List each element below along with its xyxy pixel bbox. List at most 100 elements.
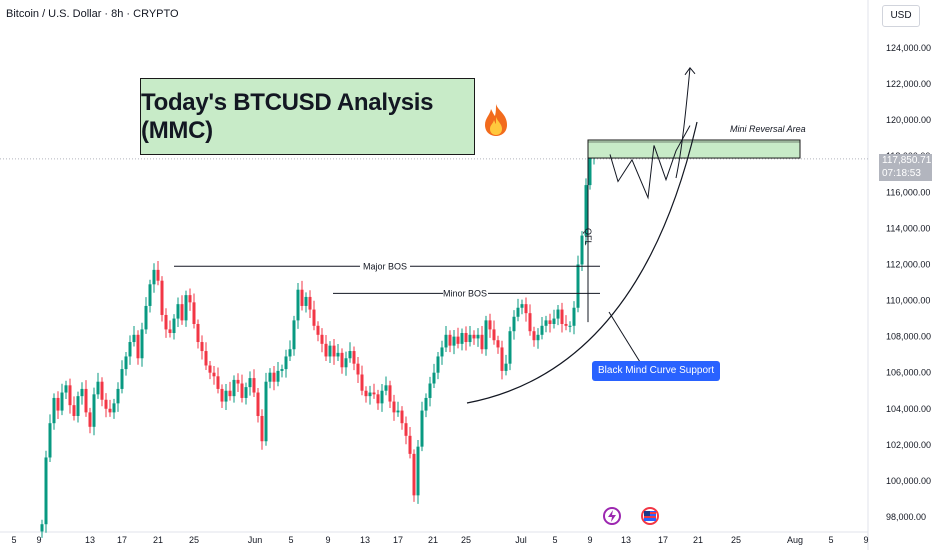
candle-body <box>340 352 344 368</box>
x-tick-label: 21 <box>693 535 703 545</box>
candle-body <box>292 320 296 350</box>
candle-body <box>112 403 116 413</box>
candle-body <box>296 289 300 321</box>
x-tick-label: 25 <box>461 535 471 545</box>
candle-body <box>104 399 108 409</box>
y-tick-label: 104,000.00 <box>886 404 931 414</box>
candle-body <box>388 385 392 402</box>
x-tick-label: Jul <box>515 535 527 545</box>
candle-body <box>236 379 240 384</box>
candle-body <box>148 284 152 306</box>
candle-body <box>272 372 276 382</box>
currency-selector[interactable]: USD <box>882 5 920 27</box>
event-icon[interactable] <box>603 507 621 525</box>
candle-body <box>356 363 360 375</box>
candle-body <box>248 378 252 388</box>
candle-body <box>72 405 76 416</box>
x-tick-label: 13 <box>360 535 370 545</box>
analysis-title: Today's BTCUSD Analysis (MMC) <box>141 88 434 144</box>
x-tick-label: 17 <box>393 535 403 545</box>
candle-body <box>244 387 248 398</box>
candle-body <box>48 423 52 458</box>
candle-body <box>464 333 468 343</box>
candle-body <box>152 269 156 285</box>
candle-body <box>496 340 500 348</box>
title-box: Today's BTCUSD Analysis (MMC) <box>140 78 475 155</box>
current-price: 117,850.71 <box>882 155 932 166</box>
candle-body <box>552 318 556 324</box>
candle-body <box>448 334 452 346</box>
candle-body <box>428 383 432 398</box>
candle-body <box>208 365 212 373</box>
major-bos-label-bg <box>360 260 410 272</box>
candle-body <box>260 415 264 442</box>
candle-body <box>384 385 388 391</box>
candle-body <box>400 410 404 424</box>
candle-body <box>504 363 508 371</box>
y-tick-label: 108,000.00 <box>886 332 931 342</box>
candle-body <box>188 295 192 303</box>
candle-body <box>492 329 496 341</box>
candle-body <box>196 323 200 343</box>
candle-body <box>588 158 592 186</box>
y-tick-label: 102,000.00 <box>886 440 931 450</box>
candle-countdown: 07:18:53 <box>882 168 921 179</box>
candle-body <box>392 401 396 413</box>
y-tick-label: 106,000.00 <box>886 368 931 378</box>
current-price-tag: 117,850.71 07:18:53 <box>879 154 932 181</box>
candle-body <box>124 356 128 370</box>
candle-body <box>40 524 44 532</box>
candle-body <box>544 320 548 326</box>
candle-body <box>480 334 484 350</box>
candle-body <box>308 296 312 310</box>
candle-body <box>192 302 196 324</box>
candle-body <box>92 394 96 427</box>
candle-body <box>580 235 584 265</box>
candle-body <box>476 334 480 339</box>
candle-body <box>120 369 124 389</box>
breakout-arrow <box>675 67 691 179</box>
candle-body <box>60 392 64 411</box>
candle-body <box>432 372 436 384</box>
candle-body <box>556 309 560 319</box>
y-tick-label: 98,000.00 <box>886 512 926 522</box>
candle-body <box>584 185 588 236</box>
candle-body <box>84 388 88 413</box>
candle-body <box>52 397 56 424</box>
candle-body <box>220 388 224 402</box>
candle-body <box>328 345 332 357</box>
candle-body <box>348 351 352 359</box>
candle-body <box>320 334 324 344</box>
candle-body <box>64 385 68 393</box>
flag-icon[interactable] <box>641 507 659 525</box>
candle-body <box>288 349 292 357</box>
x-tick-label: 13 <box>85 535 95 545</box>
candle-body <box>508 331 512 364</box>
candle-body <box>224 390 228 402</box>
candle-body <box>416 446 420 496</box>
fire-icon <box>485 104 507 136</box>
candle-body <box>472 334 476 339</box>
candle-body <box>268 372 272 382</box>
candle-body <box>500 347 504 371</box>
candle-body <box>136 334 140 359</box>
candle-body <box>560 309 564 324</box>
x-tick-label: 21 <box>428 535 438 545</box>
x-tick-label: 9 <box>36 535 41 545</box>
candle-body <box>404 423 408 436</box>
candle-body <box>164 314 168 330</box>
candle-body <box>96 381 100 395</box>
candle-body <box>312 309 316 326</box>
candle-body <box>304 296 308 306</box>
mini-reversal-zone <box>587 139 801 159</box>
x-tick-label: 5 <box>288 535 293 545</box>
candle-body <box>252 378 256 393</box>
candle-body <box>184 295 188 321</box>
candle-body <box>364 390 368 397</box>
x-tick-label: 21 <box>153 535 163 545</box>
candle-body <box>168 329 172 334</box>
qfl-label: QFL <box>583 228 593 246</box>
candle-body <box>512 316 516 332</box>
minor-bos-label-bg <box>443 287 488 299</box>
